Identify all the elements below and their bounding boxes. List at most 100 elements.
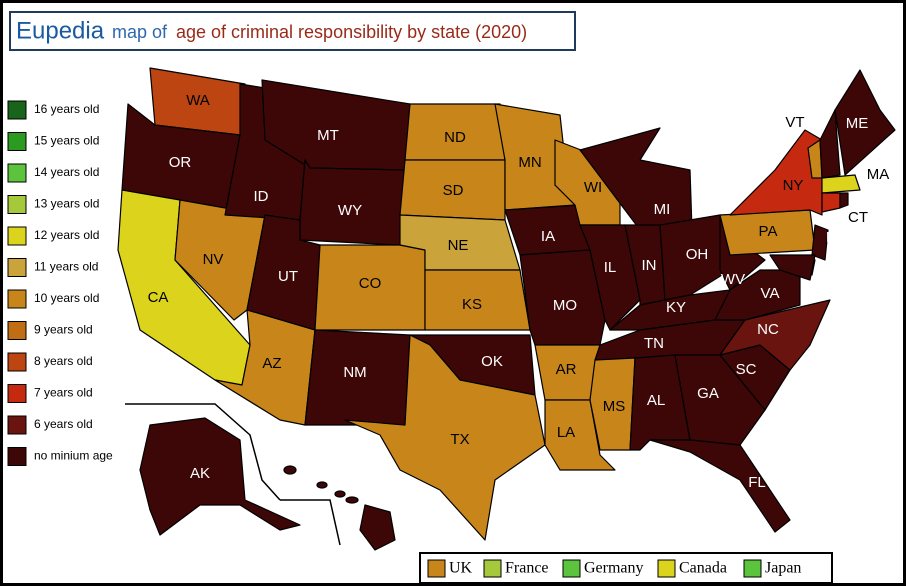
island (283, 465, 297, 475)
state (719, 299, 831, 371)
state-label: NJ (826, 229, 844, 246)
inset-divider (125, 403, 281, 501)
legend-swatch (7, 415, 27, 435)
title-box (9, 11, 576, 51)
legend-label: 12 years old (34, 228, 99, 242)
legend-swatch (7, 289, 27, 309)
state-label: NC (757, 321, 779, 338)
state-label: VT (785, 114, 804, 131)
state-label: KS (462, 296, 482, 313)
inset-divider (280, 499, 341, 546)
state (834, 69, 896, 176)
island (316, 481, 328, 489)
legend-swatch (7, 321, 27, 340)
states (117, 67, 896, 551)
state (769, 254, 816, 281)
state-label: MD (824, 275, 847, 292)
state (811, 224, 829, 261)
legend-swatch (7, 447, 27, 466)
island (345, 496, 359, 504)
state-label: AK (190, 465, 210, 482)
state-label: IA (541, 228, 555, 245)
state-label: NE (448, 237, 469, 254)
state-label: UT (278, 268, 298, 285)
state-label: DE (828, 253, 849, 270)
state-label: CA (148, 289, 169, 306)
legend-label: 8 years old (34, 354, 93, 368)
state-label: MA (867, 166, 890, 183)
state-label: AR (556, 361, 577, 378)
state-label: MN (518, 154, 541, 171)
state (344, 334, 546, 541)
legend-swatch (7, 258, 27, 277)
legend-label: 6 years old (34, 417, 93, 431)
brand: Eupedia (16, 17, 105, 44)
state (659, 214, 731, 301)
state (821, 174, 861, 194)
state-label: ME (846, 115, 869, 132)
state-label: OK (481, 353, 503, 370)
state (839, 192, 849, 209)
legend-label: 11 years old (34, 260, 98, 274)
state-label: ND (444, 129, 466, 146)
legend-swatch (7, 195, 27, 214)
comparison-label: France (505, 560, 549, 577)
legend-label: 16 years old (34, 102, 99, 116)
state (674, 354, 766, 446)
legend-label: 14 years old (34, 165, 99, 179)
state-label: OR (169, 154, 192, 171)
comparison-swatch (657, 559, 676, 578)
comparison-label: Canada (679, 560, 727, 577)
legend-swatch (7, 384, 27, 403)
legend-label: 15 years old (34, 134, 99, 148)
state-label: WV (721, 271, 745, 288)
state-label: MS (603, 398, 626, 415)
state-label: MT (317, 127, 339, 144)
comparison-swatch (562, 559, 581, 578)
state-label: PA (759, 223, 778, 240)
state-label: HI (340, 515, 355, 532)
state-label: ID (254, 188, 269, 205)
state-label: AZ (262, 355, 281, 372)
state-label: WI (584, 179, 602, 196)
state-label: SD (443, 182, 464, 199)
legend-swatch (7, 226, 27, 246)
state-label: VA (761, 285, 780, 302)
state-label: FL (748, 474, 766, 491)
legend-swatch (7, 163, 27, 183)
legend-label: 9 years old (34, 323, 93, 337)
state-label: IL (604, 259, 617, 276)
state-label: AL (647, 392, 665, 409)
legend-label: 7 years old (34, 386, 93, 400)
comparison-label: UK (449, 560, 473, 577)
state-label: OH (686, 246, 709, 263)
state-label: WY (338, 202, 362, 219)
state-label: NH (809, 104, 831, 121)
state-label: WA (186, 92, 210, 109)
state-label: CO (359, 275, 382, 292)
legend-swatch (7, 132, 27, 151)
state-label: TN (644, 335, 664, 352)
state-label: GA (697, 385, 719, 402)
comparison-box (419, 552, 833, 584)
state-label: RI (868, 196, 883, 213)
title: age of criminal responsibility by state … (176, 22, 527, 42)
state-labels: WA OR CA NV ID MT WY UT CO AZ NM ND SD NE KS OK TX MN IA MO… (148, 92, 890, 532)
comparison-legend: UK France Germany Canada Japan (427, 559, 801, 578)
state-label: TX (450, 431, 469, 448)
state (819, 109, 841, 179)
state (821, 192, 841, 213)
state (359, 504, 396, 551)
state-label: LA (557, 424, 575, 441)
state-label: NM (343, 364, 366, 381)
legend-label: no minium age (34, 449, 113, 463)
state-label: NY (783, 177, 804, 194)
comparison-swatch (483, 559, 502, 578)
legend-label: 10 years old (34, 291, 99, 305)
comparison-swatch (743, 559, 762, 578)
title-prefix: map of (112, 22, 168, 42)
legend: 16 years old 15 years old 14 years old 13 y… (7, 100, 113, 466)
comparison-label: Germany (584, 560, 644, 577)
state-label: MO (553, 297, 577, 314)
state-label: SC (736, 361, 757, 378)
